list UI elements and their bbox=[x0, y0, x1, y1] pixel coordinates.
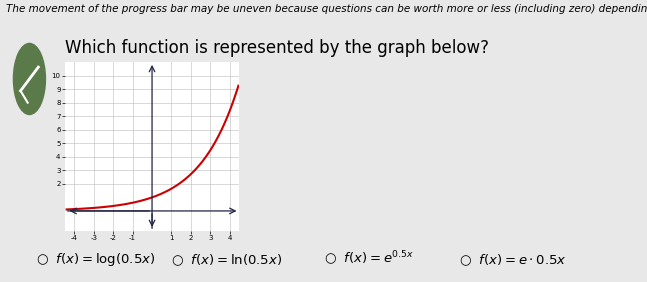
Text: $\bigcirc$  $f(x) = e \cdot 0.5x$: $\bigcirc$ $f(x) = e \cdot 0.5x$ bbox=[459, 252, 567, 268]
Circle shape bbox=[14, 43, 45, 114]
Text: The movement of the progress bar may be uneven because questions can be worth mo: The movement of the progress bar may be … bbox=[6, 4, 647, 14]
Text: Which function is represented by the graph below?: Which function is represented by the gra… bbox=[65, 39, 488, 58]
Text: $\bigcirc$  $f(x) = \log(0.5x)$: $\bigcirc$ $f(x) = \log(0.5x)$ bbox=[36, 251, 155, 268]
Text: $\bigcirc$  $f(x) = \ln(0.5x)$: $\bigcirc$ $f(x) = \ln(0.5x)$ bbox=[171, 252, 283, 268]
Text: $\bigcirc$  $f(x) = e^{0.5x}$: $\bigcirc$ $f(x) = e^{0.5x}$ bbox=[324, 250, 413, 268]
